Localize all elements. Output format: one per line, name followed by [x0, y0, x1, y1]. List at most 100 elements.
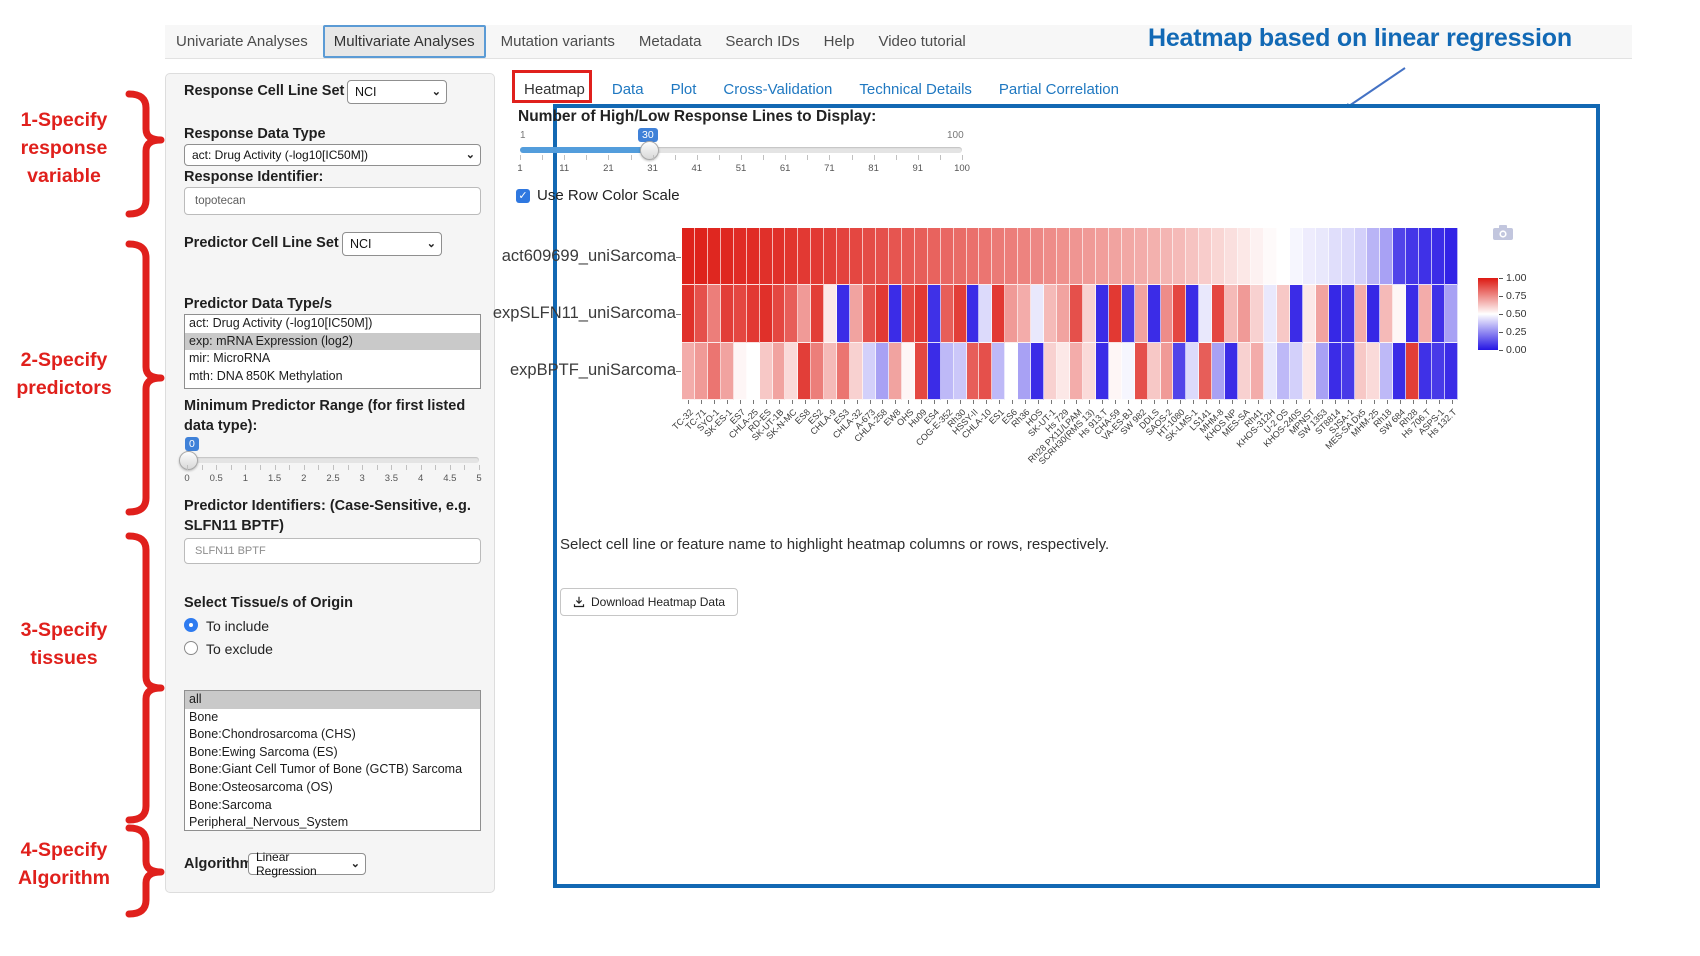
heatmap-cell [1147, 285, 1161, 343]
chevron-down-icon: ⌄ [426, 237, 436, 250]
heatmap-cell [888, 285, 902, 343]
tab-plot[interactable]: Plot [670, 80, 697, 98]
slider-tick [318, 465, 320, 470]
nav-item-help[interactable]: Help [823, 33, 855, 50]
algorithm-select[interactable]: Linear Regression ⌄ [248, 850, 366, 878]
heatmap-cell [914, 228, 928, 286]
heatmap-row-label-expbptf-unisarcoma[interactable]: expBPTF_uniSarcoma [510, 361, 676, 380]
x-axis-tick [1011, 400, 1013, 404]
slider-tick [630, 155, 632, 160]
tissue-option-bone[interactable]: Bone [189, 709, 219, 724]
x-axis-tick [908, 400, 910, 404]
row-color-scale-checkbox[interactable]: ✓ [516, 189, 530, 203]
heatmap-cell [1302, 342, 1316, 400]
predictor-identifiers-input[interactable] [184, 538, 481, 564]
tab-data[interactable]: Data [611, 80, 644, 98]
predictor-data-type-option-act-drug-activity-log10-ic50m[interactable]: act: Drug Activity (-log10[IC50M]) [189, 316, 373, 330]
slider-tick-label: 21 [603, 163, 614, 174]
x-axis-tick [1335, 400, 1337, 404]
predictor-data-type-option-mth-dna-850k-methylation[interactable]: mth: DNA 850K Methylation [189, 368, 343, 383]
lines-slider-handle[interactable] [640, 141, 659, 160]
nav-items: Univariate Analyses Multivariate Analyses… [165, 25, 975, 58]
tissue-option-all[interactable]: all [185, 691, 480, 709]
tissue-include-radio[interactable] [184, 618, 198, 632]
predictor-cell-line-set-select[interactable]: NCI ⌄ [342, 232, 442, 256]
lines-slider-label: Number of High/Low Response Lines to Dis… [518, 108, 877, 125]
nav-item-mutation-variants[interactable]: Mutation variants [500, 33, 615, 50]
response-identifier-input[interactable] [184, 187, 481, 215]
top-navbar: Univariate Analyses Multivariate Analyses… [165, 25, 1632, 59]
x-axis-tick [1102, 400, 1104, 404]
tab-technical-details[interactable]: Technical Details [859, 80, 972, 98]
heatmap-cell [850, 228, 864, 286]
x-axis-tick [1063, 400, 1065, 404]
slider-tick-label: 4 [417, 473, 424, 484]
heatmap-cell [1160, 228, 1174, 286]
heatmap-row-label-expslfn11-unisarcoma[interactable]: expSLFN11_uniSarcoma [492, 304, 676, 322]
predictor-cell-line-set-label: Predictor Cell Line Set [184, 235, 339, 251]
nav-item-multivariate-analyses[interactable]: Multivariate Analyses [322, 25, 486, 58]
heatmap-cell [1095, 228, 1109, 286]
heatmap-cell [1445, 285, 1458, 343]
nav-item-univariate-analyses[interactable]: Univariate Analyses [176, 33, 308, 50]
x-axis-tick [1373, 400, 1375, 404]
heatmap-cell [953, 342, 967, 400]
lines-slider[interactable] [520, 147, 962, 153]
heatmap-row-label-act609699-unisarcoma[interactable]: act609699_uniSarcoma [501, 246, 676, 265]
predictor-data-type-option-mir-microrna[interactable]: mir: MicroRNA [189, 351, 271, 366]
heatmap-cell [1005, 228, 1019, 286]
tissue-option-peripheral-nervous-system[interactable]: Peripheral_Nervous_System [189, 815, 349, 830]
slider-tick-label: 91 [912, 163, 924, 174]
predictor-data-types-listbox[interactable]: act: Drug Activity (-log10[IC50M]) exp: m… [184, 314, 481, 389]
response-data-type-label: Response Data Type [184, 126, 326, 142]
heatmap-cell [1005, 285, 1019, 343]
heatmap-cell [1199, 342, 1213, 400]
slider-tick [406, 465, 407, 470]
min-predictor-range-slider[interactable] [187, 457, 479, 463]
heatmap-cell [720, 342, 734, 400]
x-axis-tick [1386, 400, 1388, 404]
heatmap-cell [1031, 228, 1045, 286]
x-axis-tick [1361, 400, 1362, 404]
predictor-data-type-option-exp-mrna-expression-log2[interactable]: exp: mRNA Expression (log2) [185, 332, 480, 351]
tab-cross-validation[interactable]: Cross-Validation [723, 80, 833, 98]
tissue-option-bone-chondrosarcoma-chs[interactable]: Bone:Chondrosarcoma (CHS) [189, 727, 356, 742]
slider-tick-label: 71 [824, 163, 835, 174]
tissue-listbox[interactable]: all Bone Bone:Chondrosarcoma (CHS) Bone:Ewi… [184, 690, 481, 831]
nav-item-search-ids[interactable]: Search IDs [725, 33, 800, 50]
slider-tick-label: 1.5 [267, 473, 282, 484]
x-axis-tick [921, 400, 923, 404]
range-slider-handle[interactable] [179, 451, 198, 470]
response-cell-line-set-select[interactable]: NCI ⌄ [347, 80, 447, 104]
nav-item-video-tutorial[interactable]: Video tutorial [878, 33, 966, 50]
slider-tick [785, 155, 787, 160]
heatmap-tab-annotation-box [512, 70, 592, 103]
slider-tick [939, 155, 941, 160]
result-tabs: Heatmap Data Plot Cross-Validation Technical… [524, 76, 1119, 102]
range-slider-value-badge: 0 [185, 437, 199, 451]
heatmap-cell [772, 285, 786, 343]
heatmap-cell [1276, 285, 1290, 343]
nav-item-metadata[interactable]: Metadata [638, 33, 702, 50]
heatmap-cell [927, 228, 941, 286]
slider-tick [435, 465, 437, 470]
heatmap-cell [1199, 228, 1213, 286]
tab-partial-correlation[interactable]: Partial Correlation [998, 80, 1119, 98]
tissue-option-bone-ewing-sarcoma-es[interactable]: Bone:Ewing Sarcoma (ES) [189, 744, 338, 759]
heatmap-cell [1432, 285, 1446, 343]
heatmap-cell [914, 285, 928, 343]
slider-tick [289, 465, 291, 470]
tissue-option-bone-sarcoma[interactable]: Bone:Sarcoma [189, 797, 272, 812]
response-data-type-select[interactable]: act: Drug Activity (-log10[IC50M]) ⌄ [184, 144, 481, 166]
slider-tick-label: 0 [184, 473, 190, 484]
heatmap-cell [1212, 285, 1226, 343]
slider-tick-label: 41 [691, 163, 703, 174]
camera-icon[interactable] [1492, 224, 1514, 241]
heatmap-cell [1367, 228, 1381, 286]
tissue-exclude-radio[interactable] [184, 641, 198, 655]
tab-heatmap[interactable]: Heatmap [524, 80, 585, 98]
download-heatmap-data-button[interactable]: Download Heatmap Data [560, 588, 739, 616]
tissue-option-bone-osteosarcoma-os[interactable]: Bone:Osteosarcoma (OS) [189, 779, 333, 794]
tissue-option-bone-giant-cell-tumor-of-bone-gctb-sarcoma[interactable]: Bone:Giant Cell Tumor of Bone (GCTB) Sar… [189, 762, 463, 777]
heatmap-cell [1186, 342, 1200, 400]
